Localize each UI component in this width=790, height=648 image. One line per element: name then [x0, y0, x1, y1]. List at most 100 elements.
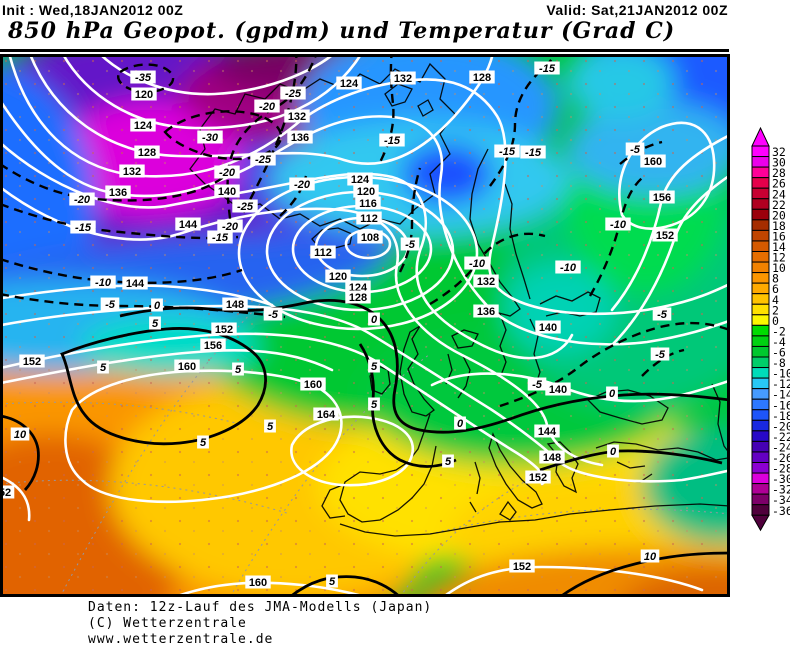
svg-text:0: 0 — [772, 314, 779, 328]
weather-map: 120 124 128 132 136 140 144 144 148 132 136 124 132 1… — [0, 54, 730, 597]
svg-text:-28: -28 — [772, 462, 790, 476]
svg-text:148: 148 — [226, 299, 244, 311]
svg-text:-15: -15 — [499, 146, 516, 158]
svg-text:-8: -8 — [772, 356, 786, 370]
svg-text:-35: -35 — [135, 72, 152, 84]
svg-text:124: 124 — [134, 120, 153, 132]
svg-text:-25: -25 — [255, 154, 272, 166]
svg-text:52: 52 — [0, 487, 11, 499]
svg-text:136: 136 — [109, 187, 127, 199]
svg-text:-15: -15 — [384, 135, 401, 147]
svg-text:120: 120 — [135, 89, 153, 101]
svg-text:-20: -20 — [294, 179, 311, 191]
svg-text:-25: -25 — [237, 201, 254, 213]
svg-text:156: 156 — [204, 340, 222, 352]
svg-text:20: 20 — [772, 208, 786, 222]
footer-copyright: (C) Wetterzentrale — [88, 616, 247, 631]
svg-text:5: 5 — [371, 399, 378, 411]
svg-text:14: 14 — [772, 240, 786, 254]
svg-text:0: 0 — [609, 388, 616, 400]
svg-text:112: 112 — [360, 213, 378, 225]
svg-text:2: 2 — [772, 303, 779, 317]
svg-text:132: 132 — [123, 166, 141, 178]
footer-url: www.wetterzentrale.de — [88, 632, 274, 647]
svg-text:-25: -25 — [285, 88, 302, 100]
svg-text:140: 140 — [218, 186, 236, 198]
svg-text:152: 152 — [656, 230, 674, 242]
svg-text:30: 30 — [772, 156, 786, 170]
graticule — [0, 303, 730, 597]
svg-text:136: 136 — [291, 132, 309, 144]
svg-text:-5: -5 — [630, 144, 641, 156]
svg-text:144: 144 — [538, 426, 557, 438]
svg-text:-10: -10 — [469, 258, 486, 270]
temperature-colorbar: 32 30 28 26 24 22 20 18 16 14 12 10 8 6 4 2 0 -2 -4 -6 -8 -10… — [748, 126, 790, 546]
svg-text:32: 32 — [772, 145, 786, 159]
svg-text:152: 152 — [215, 324, 233, 336]
svg-text:-22: -22 — [772, 430, 790, 444]
svg-text:152: 152 — [23, 356, 41, 368]
svg-text:-32: -32 — [772, 483, 790, 497]
init-time-label: Init : Wed,18JAN2012 00Z — [2, 2, 184, 18]
svg-text:128: 128 — [138, 147, 156, 159]
svg-text:136: 136 — [477, 306, 495, 318]
svg-text:120: 120 — [329, 271, 347, 283]
svg-text:-36: -36 — [772, 504, 790, 518]
svg-text:4: 4 — [772, 293, 779, 307]
svg-text:144: 144 — [126, 278, 145, 290]
svg-text:132: 132 — [394, 73, 412, 85]
svg-text:16: 16 — [772, 229, 786, 243]
svg-text:5: 5 — [445, 456, 452, 468]
svg-text:-18: -18 — [772, 409, 790, 423]
svg-text:-15: -15 — [525, 147, 542, 159]
svg-text:10: 10 — [644, 551, 657, 563]
svg-text:152: 152 — [513, 561, 531, 573]
svg-text:-5: -5 — [405, 239, 416, 251]
map-border — [0, 54, 730, 597]
svg-text:152: 152 — [529, 472, 547, 484]
svg-text:0: 0 — [154, 300, 161, 312]
svg-text:-16: -16 — [772, 398, 790, 412]
svg-text:-20: -20 — [259, 101, 276, 113]
svg-text:0: 0 — [457, 418, 464, 430]
svg-text:-6: -6 — [772, 346, 786, 360]
svg-text:128: 128 — [473, 72, 491, 84]
svg-text:120: 120 — [357, 186, 375, 198]
svg-text:-20: -20 — [74, 194, 91, 206]
svg-text:-10: -10 — [772, 367, 790, 381]
svg-text:-15: -15 — [539, 63, 556, 75]
svg-text:-10: -10 — [560, 262, 577, 274]
svg-text:-20: -20 — [219, 167, 236, 179]
svg-text:-5: -5 — [268, 309, 279, 321]
svg-text:140: 140 — [549, 384, 567, 396]
svg-text:164: 164 — [317, 409, 336, 421]
svg-text:140: 140 — [539, 322, 557, 334]
svg-text:-2: -2 — [772, 324, 786, 338]
svg-text:10: 10 — [14, 429, 27, 441]
svg-text:5: 5 — [200, 437, 207, 449]
svg-text:-30: -30 — [202, 132, 219, 144]
svg-text:-5: -5 — [655, 349, 666, 361]
svg-text:112: 112 — [314, 247, 332, 259]
svg-text:5: 5 — [152, 318, 159, 330]
svg-text:132: 132 — [477, 276, 495, 288]
svg-text:160: 160 — [304, 379, 322, 391]
svg-text:-30: -30 — [772, 472, 790, 486]
svg-text:160: 160 — [249, 577, 267, 589]
svg-text:128: 128 — [349, 292, 367, 304]
svg-text:8: 8 — [772, 272, 779, 286]
svg-text:-34: -34 — [772, 493, 790, 507]
svg-text:24: 24 — [772, 187, 786, 201]
svg-text:5: 5 — [100, 362, 107, 374]
svg-text:-12: -12 — [772, 377, 790, 391]
svg-text:144: 144 — [179, 219, 198, 231]
svg-text:5: 5 — [371, 361, 378, 373]
svg-text:-24: -24 — [772, 440, 790, 454]
svg-text:5: 5 — [329, 576, 336, 588]
svg-text:124: 124 — [340, 78, 359, 90]
svg-text:124: 124 — [351, 174, 370, 186]
svg-text:0: 0 — [610, 446, 617, 458]
svg-text:148: 148 — [543, 452, 561, 464]
